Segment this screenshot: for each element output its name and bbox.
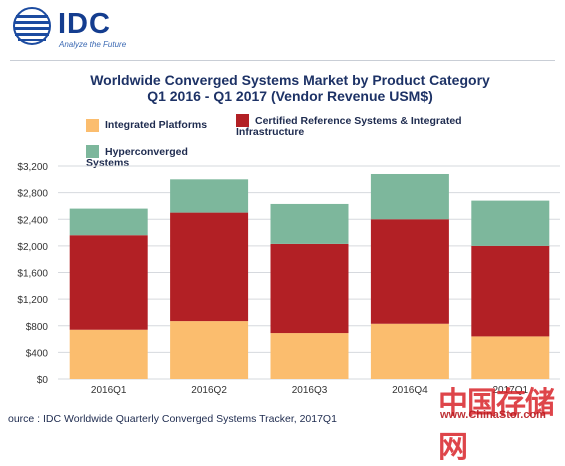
y-tick-label: $400 xyxy=(26,348,49,359)
y-tick-label: $1,200 xyxy=(17,295,48,306)
legend-label-certified-reference: Certified Reference Systems & Integrated… xyxy=(236,115,462,138)
y-tick-label: $3,200 xyxy=(17,162,48,173)
bar-2016Q4-series-2 xyxy=(370,173,449,220)
x-tick-label: 2016Q3 xyxy=(292,385,328,396)
x-tick-label: 2016Q2 xyxy=(191,385,227,396)
y-tick-label: $2,400 xyxy=(17,215,48,226)
watermark-url: www.ChinaStor.com xyxy=(440,409,546,421)
legend-swatch-hyperconverged xyxy=(86,145,99,158)
y-tick-label: $0 xyxy=(37,375,49,386)
bar-2016Q4-series-0 xyxy=(370,323,449,379)
bar-2016Q2-series-2 xyxy=(170,179,249,213)
bar-2016Q4-series-1 xyxy=(370,219,449,324)
chart-title: Worldwide Converged Systems Market by Pr… xyxy=(60,72,520,104)
y-tick-label: $2,000 xyxy=(17,242,48,253)
bar-2017Q1-series-2 xyxy=(471,200,550,246)
y-tick-label: $2,800 xyxy=(17,189,48,200)
bar-2016Q3-series-0 xyxy=(270,333,349,379)
chart-title-line2: Q1 2016 - Q1 2017 (Vendor Revenue USM$) xyxy=(147,88,433,104)
bar-2017Q1-series-1 xyxy=(471,245,550,337)
bar-2016Q2-series-0 xyxy=(170,321,249,379)
header-divider xyxy=(10,60,555,61)
watermark-chinese: 中国存储网 xyxy=(438,386,555,465)
y-axis: $0 $400 $800 $1,200 $1,600 $2,000 $2,400 $2,800… xyxy=(17,162,48,386)
stacked-bar-chart: $0 $400 $800 $1,200 $1,600 $2,000 $2,400 $2,800… xyxy=(17,162,560,396)
chart-bars xyxy=(69,173,550,379)
bar-2016Q3-series-2 xyxy=(270,203,349,244)
y-tick-label: $1,600 xyxy=(17,269,48,280)
legend-label-hyperconverged: Hyperconverged Systems xyxy=(86,146,188,169)
x-tick-label: 2017Q1 xyxy=(493,385,529,396)
idc-logo: IDC Analyze the Future xyxy=(12,6,152,50)
x-axis: 2016Q1 2016Q2 2016Q3 2016Q4 2017Q1 xyxy=(91,385,529,396)
logo-tagline: Analyze the Future xyxy=(59,40,127,49)
logo-wordmark: IDC xyxy=(58,8,111,40)
y-tick-label: $800 xyxy=(26,322,49,333)
bar-2017Q1-series-0 xyxy=(471,336,550,379)
globe-icon xyxy=(13,7,51,45)
bar-2016Q3-series-1 xyxy=(270,243,349,334)
x-tick-label: 2016Q4 xyxy=(392,385,428,396)
chart-title-line1: Worldwide Converged Systems Market by Pr… xyxy=(90,72,490,88)
legend-label-integrated-platforms: Integrated Platforms xyxy=(105,119,208,131)
bar-2016Q1-series-2 xyxy=(69,208,148,236)
bar-2016Q1-series-0 xyxy=(69,329,148,379)
bar-2016Q1-series-1 xyxy=(69,235,148,330)
legend-swatch-certified-reference xyxy=(236,114,249,127)
legend-swatch-integrated-platforms xyxy=(86,119,99,132)
x-tick-label: 2016Q1 xyxy=(91,385,127,396)
source-footnote: ource : IDC Worldwide Quarterly Converge… xyxy=(8,413,337,425)
bar-2016Q2-series-1 xyxy=(170,212,249,322)
